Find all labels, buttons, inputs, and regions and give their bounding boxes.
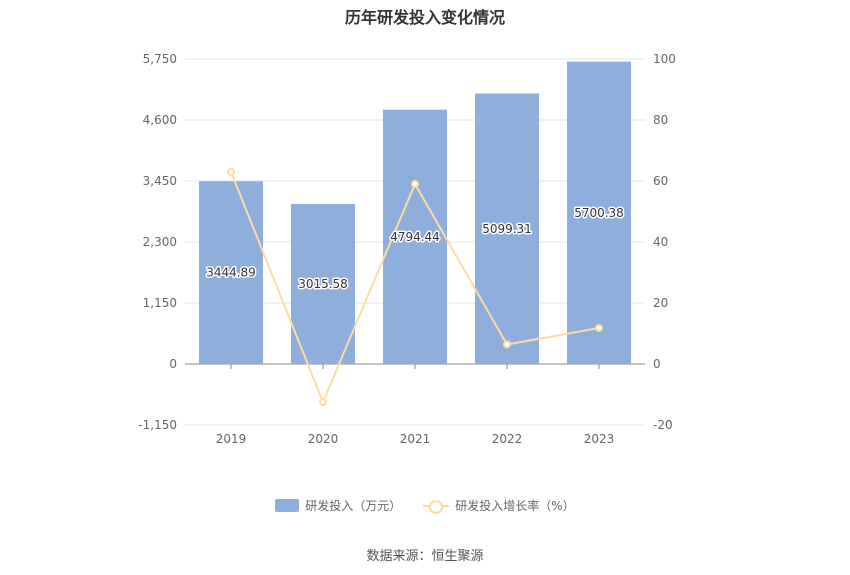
bar: [475, 93, 539, 364]
data-labels: 3444.89 3015.58 4794.44 5099.31 5700.38: [205, 204, 626, 292]
chart-title: 历年研发投入变化情况: [344, 8, 505, 27]
legend-bar-swatch: [275, 499, 300, 512]
x-tick-label: 2019: [216, 432, 247, 446]
left-tick-label: 2,300: [143, 235, 177, 249]
left-tick-label: 0: [169, 357, 177, 371]
right-tick-label: 100: [653, 52, 676, 66]
right-tick-label: 20: [653, 296, 668, 310]
left-tick-label: 5,750: [143, 52, 177, 66]
left-tick-label: -1,150: [138, 418, 177, 432]
left-tick-label: 1,150: [143, 296, 177, 310]
bar: [567, 61, 631, 364]
right-tick-label: 40: [653, 235, 668, 249]
growth-point: [227, 167, 235, 176]
right-axis: 100 80 60 40 20 0 -20: [653, 52, 676, 432]
left-axis: 5,750 4,600 3,450 2,300 1,150 0 -1,150: [138, 52, 177, 432]
growth-point: [411, 180, 419, 189]
growth-line: [227, 167, 603, 407]
bar-value-label: 3015.58: [298, 277, 348, 291]
legend-item-line[interactable]: 研发投入增长率（%）: [423, 497, 575, 514]
bar-value-label: 5700.38: [574, 206, 624, 220]
bar-value-label: 4794.44: [390, 230, 440, 244]
x-axis: 2019 2020 2021 2022 2023: [216, 364, 615, 446]
right-tick-label: -20: [653, 418, 673, 432]
right-tick-label: 80: [653, 113, 668, 127]
bar: [199, 181, 263, 364]
x-tick-label: 2020: [308, 432, 339, 446]
growth-point: [595, 324, 603, 333]
left-tick-label: 4,600: [143, 113, 177, 127]
legend: 研发投入（万元） 研发投入增长率（%）: [0, 497, 850, 514]
growth-point: [319, 398, 327, 407]
growth-point: [503, 340, 511, 349]
x-tick-label: 2021: [400, 432, 431, 446]
x-tick-label: 2023: [584, 432, 615, 446]
legend-item-bar[interactable]: 研发投入（万元）: [275, 497, 401, 514]
right-tick-label: 0: [653, 357, 661, 371]
source-note: 数据来源：恒生聚源: [366, 549, 484, 564]
bar: [291, 204, 355, 364]
legend-line-label: 研发投入增长率（%）: [455, 499, 575, 513]
bars: [199, 61, 631, 365]
x-tick-label: 2022: [492, 432, 523, 446]
bar-value-label: 5099.31: [482, 222, 532, 236]
right-tick-label: 60: [653, 174, 668, 188]
chart-plot: 5,750 4,600 3,450 2,300 1,150 0 -1,150 100 80 60…: [138, 52, 676, 446]
bar-value-label: 3444.89: [206, 266, 256, 280]
left-tick-label: 3,450: [143, 174, 177, 188]
legend-line-swatch: [423, 499, 450, 514]
legend-bar-label: 研发投入（万元）: [305, 499, 402, 513]
